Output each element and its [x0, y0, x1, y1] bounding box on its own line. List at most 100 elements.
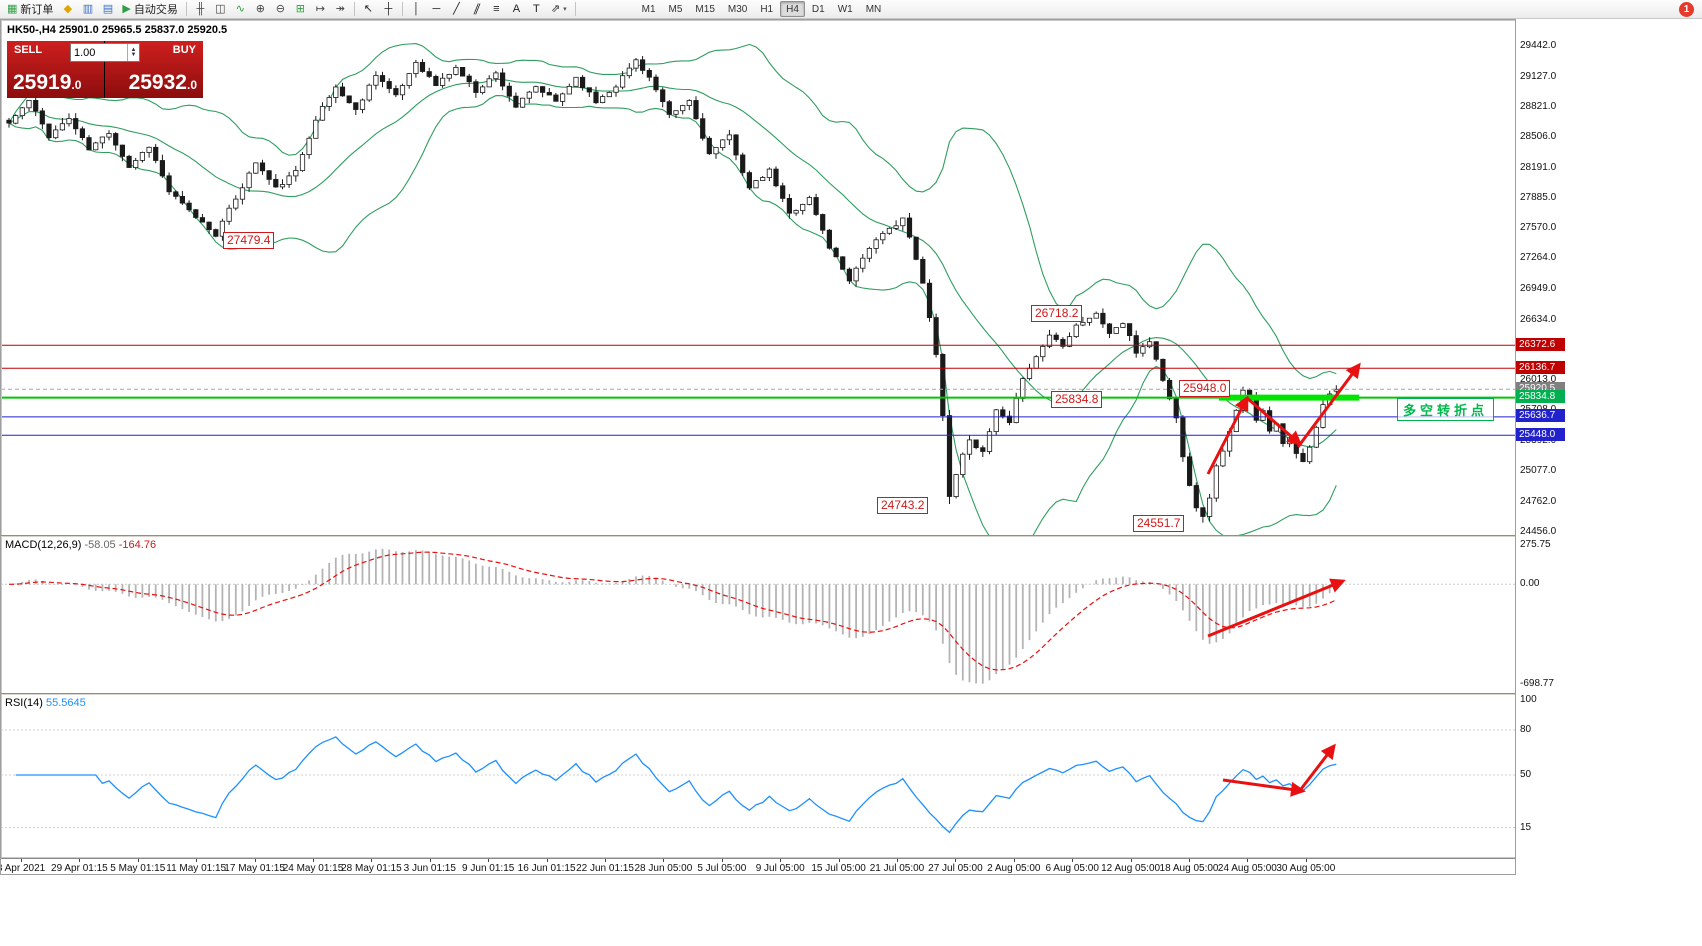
trend-arrow[interactable]: [1207, 578, 1346, 638]
buy-price: 25932.0: [128, 71, 197, 94]
new-order-glyph: ▦: [7, 2, 18, 15]
timeframe-m5-button[interactable]: M5: [668, 3, 683, 15]
time-axis-tick: [1130, 859, 1132, 862]
time-axis-tick: [313, 859, 314, 862]
trend-arrows[interactable]: [1206, 362, 1361, 797]
favorites-icon[interactable]: ◆: [58, 1, 77, 18]
time-axis-label: 22 Jun 01:15: [576, 863, 634, 874]
price-axis-tick: 24456.0: [1520, 526, 1557, 537]
trend-arrow[interactable]: [1222, 778, 1306, 797]
spinner-down-icon[interactable]: ▼: [130, 51, 137, 58]
time-axis-label: 30 Aug 05:00: [1276, 863, 1336, 874]
chart-shift-icon-glyph: ↠: [335, 2, 345, 15]
price-axis-tick: 26013.0: [1520, 374, 1557, 386]
horizontal-line-icon[interactable]: ─: [427, 1, 446, 18]
timeframe-w1-button[interactable]: W1: [837, 3, 853, 15]
time-axis-label: 28 May 01:15: [341, 863, 402, 874]
line-chart-mode-icon[interactable]: ∿: [231, 1, 250, 18]
timeframe-m15-button[interactable]: M15: [695, 3, 715, 15]
trend-arrow[interactable]: [1296, 362, 1361, 448]
text-icon[interactable]: A: [507, 1, 526, 18]
trendline-icon-glyph: ╱: [453, 2, 460, 15]
time-axis-label: 18 Aug 05:00: [1159, 863, 1219, 874]
time-axis-tick: [897, 859, 898, 862]
volume-spinner[interactable]: ▲ ▼: [127, 44, 139, 61]
vertical-line-icon[interactable]: │: [407, 1, 426, 18]
price-tag-25834.8[interactable]: 25834.8: [1051, 391, 1103, 408]
fibonacci-icon-glyph: ≡: [493, 2, 500, 15]
price-tag-27479.4[interactable]: 27479.4: [223, 232, 275, 249]
price-axis-badge-26136.7: 26136.7: [1516, 360, 1565, 374]
panel-separator-rsi[interactable]: [1, 693, 1515, 695]
channel-icon[interactable]: ∥: [467, 1, 486, 18]
volume-input[interactable]: [71, 44, 127, 61]
timeframe-m1-button[interactable]: M1: [641, 3, 656, 15]
buy-label: BUY: [172, 44, 196, 56]
price-axis-tick: 29127.0: [1520, 70, 1557, 82]
time-axis-label: 9 Jun 01:15: [462, 863, 515, 874]
spinner-up-icon[interactable]: ▲: [130, 46, 137, 53]
arrows-icon[interactable]: ⇗ ▾: [547, 1, 571, 18]
price-axis[interactable]: 29442.0 29127.0 28821.0 28506.0 28191.0 27885…: [1516, 19, 1566, 875]
timeframe-d1-button[interactable]: D1: [811, 3, 825, 15]
price-axis-tick: 28191.0: [1520, 161, 1557, 173]
trendline-icon[interactable]: ╱: [447, 1, 466, 18]
notification-badge[interactable]: 1: [1679, 2, 1694, 17]
panel-separator-macd[interactable]: [1, 535, 1515, 537]
trend-arrow[interactable]: [1246, 396, 1303, 446]
candlestick-mode-icon[interactable]: ◫: [211, 1, 230, 18]
chart-title: HK50-,H4 25901.0 25965.5 25837.0 25920.5: [7, 24, 227, 36]
timeframe-h1-button[interactable]: H1: [760, 3, 774, 15]
new-order-button-label: 新订单: [20, 4, 54, 16]
price-axis-badge-25834.8: 25834.8: [1516, 390, 1565, 404]
text-icon-glyph: A: [512, 2, 521, 15]
time-axis-tick: [1247, 859, 1249, 862]
arrows-icon-dropdown-caret[interactable]: ▾: [563, 6, 567, 13]
price-tag-26718.2[interactable]: 26718.2: [1031, 305, 1083, 322]
price-axis-tick: 26634.0: [1520, 313, 1557, 325]
crosshair-icon[interactable]: ┼: [379, 1, 398, 18]
buy-button[interactable]: BUY 25932.0: [105, 41, 203, 98]
time-axis-label: 27 Jul 05:00: [928, 863, 983, 874]
plot-border: [1, 20, 1515, 858]
chart-shift-icon[interactable]: ↠: [331, 1, 350, 18]
new-order-button[interactable]: ▦ 新订单: [3, 1, 57, 18]
price-chart[interactable]: HK50-,H4 25901.0 25965.5 25837.0 25920.5…: [0, 19, 1516, 875]
tile-windows-icon[interactable]: ⊞: [291, 1, 310, 18]
bar-chart-mode-icon[interactable]: ╫: [191, 1, 210, 18]
text-label-icon[interactable]: T: [527, 1, 546, 18]
auto-trading-button[interactable]: ▶ 自动交易: [118, 1, 181, 18]
price-tag-24743.2[interactable]: 24743.2: [877, 497, 929, 514]
time-axis-tick: [21, 859, 22, 862]
market-watch-icon[interactable]: ▥: [78, 1, 97, 18]
horizontal-line-icon-glyph: ─: [432, 2, 441, 15]
cursor-icon[interactable]: ↖: [359, 1, 378, 18]
trend-arrow[interactable]: [1296, 743, 1336, 794]
timeframe-m30-button[interactable]: M30: [727, 3, 748, 15]
navigator-icon[interactable]: ▤: [98, 1, 117, 18]
crosshair-icon-glyph: ┼: [384, 2, 393, 15]
time-axis-tick: [663, 859, 665, 862]
zoom-in-icon[interactable]: ⊕: [251, 1, 270, 18]
timeframe-h4-button[interactable]: H4: [780, 1, 805, 17]
time-axis-tick: [1013, 859, 1015, 862]
price-axis-tick: 27264.0: [1520, 252, 1557, 264]
chart-title-text: HK50-,H4 25901.0 25965.5 25837.0 25920.5: [7, 24, 228, 36]
time-axis-label: 11 May 01:15: [166, 863, 227, 874]
bollinger-middle-band: [8, 78, 1337, 448]
timeframe-mn-button[interactable]: MN: [865, 3, 882, 15]
fibonacci-icon[interactable]: ≡: [487, 1, 506, 18]
trend-arrow[interactable]: [1206, 395, 1249, 475]
time-axis-tick: [137, 859, 139, 862]
auto-trading-glyph: ▶: [122, 2, 131, 15]
time-axis-label: 21 Jul 05:00: [869, 863, 925, 874]
auto-scroll-icon[interactable]: ↦: [311, 1, 330, 18]
annotation-turning-point[interactable]: 多空转折点: [1397, 398, 1495, 421]
price-tag-24551.7[interactable]: 24551.7: [1133, 515, 1185, 532]
price-tag-25948.0[interactable]: 25948.0: [1179, 380, 1231, 397]
navigator-icon-glyph: ▤: [102, 2, 114, 15]
time-axis[interactable]: 3 Apr 2021 29 Apr 01:15 5 May 01:15 11 May …: [1, 858, 1515, 874]
top-toolbar: ▦ 新订单 ◆ ▥ ▤ ▶ 自动交易 ╫ ◫ ∿ ⊕ ⊖ ⊞ ↦ ↠ ↖ ┼ │ ─ ╱ ∥ ≡ A T ⇗ ▾ M1 M5 M15 M3…: [0, 0, 1702, 19]
zoom-out-icon[interactable]: ⊖: [271, 1, 290, 18]
rsi-axis-tick: 80: [1520, 724, 1532, 735]
